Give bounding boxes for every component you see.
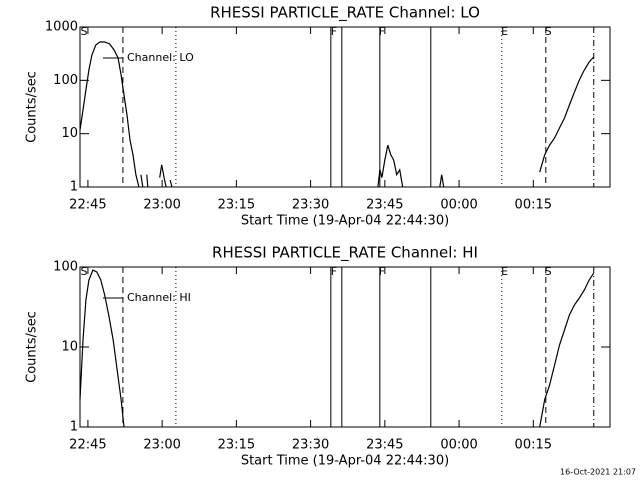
x-tick-label: 00:15: [515, 198, 552, 213]
data-line: [79, 269, 595, 428]
y-tick-label: 1: [70, 180, 78, 195]
event-flag: S: [545, 265, 552, 278]
event-flag: E: [501, 265, 508, 278]
data-line: [79, 41, 595, 188]
x-tick-label: 23:45: [366, 198, 403, 213]
event-flag: F: [331, 25, 337, 38]
x-tick-label: 00:00: [440, 438, 477, 453]
footer: 16-Oct-2021 21:07: [560, 468, 636, 477]
event-flag: S: [545, 25, 552, 38]
plot-frame: [79, 26, 611, 188]
legend-label: Channel: HI: [127, 291, 191, 304]
x-tick-label: 23:45: [366, 438, 403, 453]
y-tick-label: 10: [61, 340, 78, 355]
event-flag: F: [379, 265, 385, 278]
y-tick-label: 100: [53, 260, 78, 275]
y-axis-label: Counts/sec: [25, 71, 40, 143]
x-tick-label: 23:00: [143, 198, 180, 213]
event-flag: S: [80, 25, 87, 38]
chart-title: RHESSI PARTICLE_RATE Channel: LO: [210, 4, 480, 23]
x-tick-label: 00:00: [440, 198, 477, 213]
chart-title: RHESSI PARTICLE_RATE Channel: HI: [212, 244, 478, 263]
x-tick-label: 00:15: [515, 438, 552, 453]
event-flag: F: [331, 265, 337, 278]
x-axis-label: Start Time (19-Apr-04 22:44:30): [241, 214, 449, 229]
y-tick-label: 100: [53, 73, 78, 88]
x-tick-label: 23:30: [292, 438, 329, 453]
x-tick-label: 23:00: [143, 438, 180, 453]
legend-label: Channel: LO: [127, 51, 194, 64]
x-tick-label: 22:45: [69, 438, 106, 453]
x-tick-label: 23:30: [292, 198, 329, 213]
event-flag: F: [379, 25, 385, 38]
y-tick-label: 1: [70, 420, 78, 435]
y-tick-label: 1000: [45, 20, 78, 35]
event-flag: E: [501, 25, 508, 38]
y-axis-label: Counts/sec: [25, 311, 40, 383]
event-flag: S: [80, 265, 87, 278]
x-tick-label: 23:15: [218, 438, 255, 453]
x-axis-label: Start Time (19-Apr-04 22:44:30): [241, 454, 449, 469]
x-tick-label: 23:15: [218, 198, 255, 213]
y-tick-label: 10: [61, 126, 78, 141]
x-tick-label: 22:45: [69, 198, 106, 213]
